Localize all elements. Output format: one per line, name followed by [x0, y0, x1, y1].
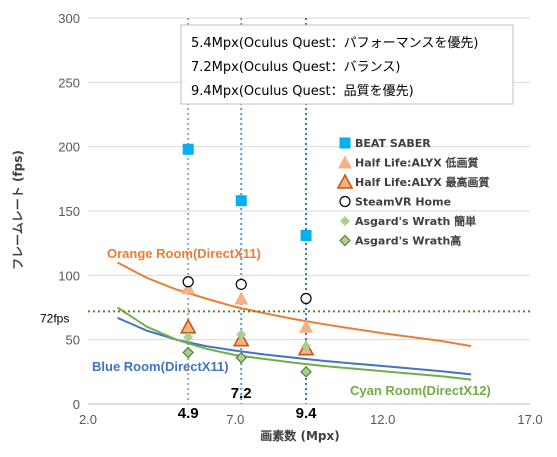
labels: 4.9 7.2 9.4 Orange Room(DirectX11) Blue Room…: [40, 246, 491, 422]
data-point-series-4: [183, 332, 194, 343]
legend-marker: [340, 216, 350, 226]
y-tick-label: 50: [66, 333, 80, 348]
data-point-series-5: [300, 365, 312, 378]
marker-shape: [300, 229, 312, 241]
legend-marker: [338, 155, 352, 169]
marker-shape: [234, 291, 249, 305]
annotation-line-2: 7.2Mpx(Oculus Quest：バランス): [191, 60, 400, 75]
marker-shape: [299, 319, 314, 333]
legend-label: Half Life:ALYX 低画質: [355, 156, 479, 170]
marker-shape: [235, 278, 247, 290]
y-tick-label: 250: [58, 75, 80, 90]
marker-shape: [340, 216, 350, 226]
x-tick-label: 7.0: [226, 412, 244, 427]
curve-label: Orange Room(DirectX11): [107, 246, 261, 261]
data-point-series-1: [234, 291, 249, 305]
legend-label: Half Life:ALYX 最高画質: [355, 175, 490, 189]
x-tick-label: 12.0: [370, 412, 395, 427]
legend: BEAT SABER Half Life:ALYX 低画質 Half Life:AL…: [336, 137, 490, 248]
legend-marker: [339, 137, 351, 149]
y-tick-label: 100: [58, 268, 80, 283]
x-tick-label: 2.0: [79, 412, 97, 427]
legend-label: BEAT SABER: [355, 137, 431, 150]
legend-label: Asgard's Wrath 簡単: [355, 214, 476, 228]
curve-cyan-room: [116, 306, 472, 381]
y-tick-label: 300: [58, 11, 80, 26]
annotation-box-frame: [180, 24, 514, 105]
legend-marker: [339, 234, 351, 247]
y-tick-label: 200: [58, 140, 80, 155]
y-tick-label: 0: [73, 397, 80, 412]
data-markers: [179, 143, 315, 378]
marker-shape: [339, 234, 351, 247]
marker-shape: [339, 137, 351, 149]
data-point-series-3: [182, 276, 194, 288]
curve-label: Blue Room(DirectX11): [92, 359, 229, 374]
marker-shape: [235, 351, 248, 364]
marker-shape: [300, 292, 312, 305]
marker-shape: [300, 365, 312, 378]
vertical-line-label: 7.2: [231, 385, 252, 402]
marker-shape: [235, 195, 247, 207]
legend-marker: [336, 173, 354, 189]
x-axis-title: 画素数 (Mpx): [260, 428, 339, 443]
data-point-series-4: [236, 329, 247, 340]
data-point-series-0: [182, 143, 194, 155]
annotation-box: 5.4Mpx(Oculus Quest：パフォーマンスを優先) 7.2Mpx(O…: [180, 24, 514, 105]
marker-shape: [236, 329, 247, 340]
x-tick-label: 17.0: [517, 412, 542, 427]
marker-shape: [182, 346, 195, 359]
data-point-series-5: [235, 351, 248, 364]
legend-label: Asgard's Wrath高: [355, 234, 461, 248]
curve-orange-room: [117, 261, 472, 348]
marker-shape: [339, 195, 351, 208]
y-tick-label: 150: [58, 204, 80, 219]
y-axis-title: フレームレート (fps): [11, 150, 25, 270]
marker-shape: [338, 155, 352, 169]
vertical-line-label: 9.4: [296, 405, 318, 422]
data-point-series-0: [235, 195, 247, 207]
annotation-line-3: 9.4Mpx(Oculus Quest：品質を優先): [191, 84, 414, 99]
data-point-series-3: [300, 292, 312, 305]
marker-shape: [336, 173, 354, 189]
vertical-line-label: 4.9: [178, 405, 199, 422]
marker-shape: [182, 276, 194, 288]
data-point-series-0: [300, 229, 312, 241]
data-point-series-4: [301, 341, 312, 352]
data-point-series-5: [182, 346, 195, 359]
marker-shape: [183, 332, 194, 343]
data-point-series-2: [179, 318, 197, 334]
legend-label: SteamVR Home: [355, 196, 451, 209]
legend-marker: [339, 195, 351, 208]
room-curves: [116, 261, 472, 381]
data-point-series-3: [235, 278, 247, 290]
axes: 0 50 100 150 200 250 300 2.0 7.0 12.0 17.0: [58, 11, 542, 427]
curve-label: Cyan Room(DirectX12): [350, 383, 491, 398]
annotation-line-1: 5.4Mpx(Oculus Quest：パフォーマンスを優先): [191, 36, 478, 51]
data-point-series-1: [181, 281, 196, 295]
data-point-series-1: [299, 319, 314, 333]
marker-shape: [182, 143, 194, 155]
marker-shape: [181, 281, 196, 295]
marker-shape: [301, 341, 312, 352]
marker-shape: [179, 318, 197, 334]
fps-reference-label: 72fps: [40, 311, 69, 325]
